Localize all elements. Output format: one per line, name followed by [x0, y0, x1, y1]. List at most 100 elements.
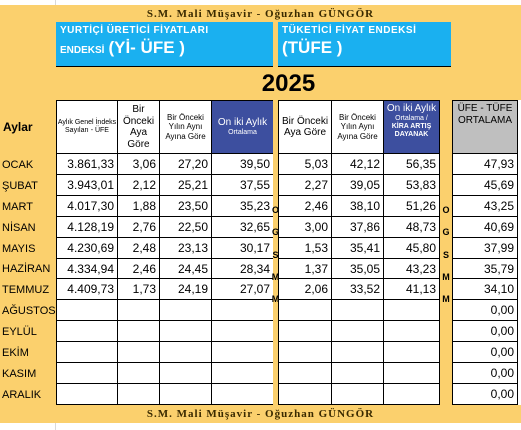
table-cell-tufe-yoy[interactable]: 33,52 — [331, 279, 383, 300]
table-cell-tufe-12m[interactable]: 41,13 — [383, 279, 440, 300]
table-cell-tufe-12m[interactable]: 43,23 — [383, 259, 440, 279]
table-cell-tufe-12m[interactable]: 51,26 — [383, 196, 440, 217]
table-cell-tufe-mom[interactable]: 2,46 — [278, 196, 331, 217]
table-cell-ufe-index[interactable]: 4.409,73 — [56, 279, 117, 300]
bottom-banner: S.M. Mali Müşavir - Oğuzhan GÜNGÖR — [0, 405, 521, 423]
table-cell-ufe-index[interactable] — [56, 384, 117, 405]
table-cell-ufe-index[interactable] — [56, 300, 117, 321]
table-cell-avg[interactable]: 47,93 — [452, 154, 518, 175]
table-cell-ufe-index[interactable]: 4.017,30 — [56, 196, 117, 217]
table-cell-avg[interactable]: 45,69 — [452, 175, 518, 196]
table-cell-avg[interactable]: 0,00 — [452, 300, 518, 321]
table-cell-ufe-index[interactable] — [56, 342, 117, 363]
table-cell-avg[interactable]: 35,79 — [452, 259, 518, 279]
table-cell-ufe-yoy[interactable]: 27,20 — [159, 154, 211, 175]
table-cell-tufe-mom[interactable]: 2,27 — [278, 175, 331, 196]
table-cell-tufe-12m[interactable]: 56,35 — [383, 154, 440, 175]
table-cell-ufe-yoy[interactable]: 25,21 — [159, 175, 211, 196]
table-cell-tufe-yoy[interactable] — [331, 321, 383, 342]
table-cell-ufe-12m[interactable]: 32,65 — [211, 217, 273, 238]
table-cell-tufe-12m[interactable] — [383, 384, 440, 405]
table-cell-tufe-mom[interactable]: 5,03 — [278, 154, 331, 175]
table-cell-tufe-yoy[interactable]: 42,12 — [331, 154, 383, 175]
table-cell-tufe-yoy[interactable]: 37,86 — [331, 217, 383, 238]
table-cell-tufe-12m[interactable]: 53,83 — [383, 175, 440, 196]
table-cell-tufe-mom[interactable] — [278, 321, 331, 342]
table-cell-ufe-mom[interactable]: 2,76 — [117, 217, 159, 238]
table-cell-ufe-yoy[interactable]: 22,50 — [159, 217, 211, 238]
table-cell-ufe-yoy[interactable]: 23,50 — [159, 196, 211, 217]
table-cell-ufe-yoy[interactable]: 24,45 — [159, 259, 211, 279]
table-cell-avg[interactable]: 0,00 — [452, 321, 518, 342]
table-cell-tufe-mom[interactable] — [278, 384, 331, 405]
table-cell-avg[interactable]: 0,00 — [452, 384, 518, 405]
table-cell-ufe-yoy[interactable] — [159, 321, 211, 342]
table-cell-avg[interactable]: 0,00 — [452, 342, 518, 363]
table-cell-tufe-yoy[interactable] — [331, 384, 383, 405]
table-cell-ufe-12m[interactable] — [211, 342, 273, 363]
ogsm-letter: O — [272, 203, 280, 217]
table-cell-ufe-mom[interactable] — [117, 321, 159, 342]
table-cell-ufe-12m[interactable] — [211, 321, 273, 342]
table-cell-tufe-mom[interactable] — [278, 342, 331, 363]
table-cell-tufe-yoy[interactable] — [331, 342, 383, 363]
table-cell-tufe-yoy[interactable]: 35,41 — [331, 238, 383, 259]
table-cell-tufe-yoy[interactable]: 38,10 — [331, 196, 383, 217]
table-cell-ufe-index[interactable]: 4.230,69 — [56, 238, 117, 259]
table-cell-avg[interactable]: 40,69 — [452, 217, 518, 238]
table-cell-tufe-12m[interactable]: 48,73 — [383, 217, 440, 238]
table-cell-ufe-index[interactable]: 4.334,94 — [56, 259, 117, 279]
table-cell-ufe-index[interactable]: 4.128,19 — [56, 217, 117, 238]
table-cell-ufe-12m[interactable] — [211, 384, 273, 405]
table-cell-tufe-12m[interactable] — [383, 342, 440, 363]
table-cell-ufe-12m[interactable]: 39,50 — [211, 154, 273, 175]
month-label: NİSAN — [0, 217, 56, 238]
table-cell-tufe-12m[interactable]: 45,80 — [383, 238, 440, 259]
table-cell-tufe-mom[interactable]: 2,06 — [278, 279, 331, 300]
table-cell-tufe-mom[interactable] — [278, 300, 331, 321]
table-cell-ufe-mom[interactable] — [117, 300, 159, 321]
table-cell-ufe-12m[interactable]: 37,55 — [211, 175, 273, 196]
table-cell-ufe-mom[interactable]: 1,73 — [117, 279, 159, 300]
table-cell-ufe-12m[interactable]: 27,07 — [211, 279, 273, 300]
year-title: 2025 — [261, 69, 316, 97]
table-cell-ufe-mom[interactable] — [117, 342, 159, 363]
table-cell-tufe-yoy[interactable] — [331, 300, 383, 321]
table-cell-tufe-yoy[interactable]: 35,05 — [331, 259, 383, 279]
table-cell-ufe-12m[interactable]: 30,17 — [211, 238, 273, 259]
table-cell-avg[interactable]: 34,10 — [452, 279, 518, 300]
table-cell-ufe-index[interactable] — [56, 363, 117, 384]
table-cell-ufe-12m[interactable]: 35,23 — [211, 196, 273, 217]
table-cell-tufe-mom[interactable] — [278, 363, 331, 384]
table-cell-ufe-12m[interactable] — [211, 300, 273, 321]
table-cell-ufe-mom[interactable]: 1,88 — [117, 196, 159, 217]
table-cell-tufe-mom[interactable]: 1,53 — [278, 238, 331, 259]
table-cell-ufe-mom[interactable]: 2,46 — [117, 259, 159, 279]
table-cell-ufe-mom[interactable]: 3,06 — [117, 154, 159, 175]
table-cell-tufe-mom[interactable]: 1,37 — [278, 259, 331, 279]
table-cell-tufe-12m[interactable] — [383, 321, 440, 342]
table-cell-ufe-12m[interactable] — [211, 363, 273, 384]
table-cell-ufe-index[interactable]: 3.861,33 — [56, 154, 117, 175]
table-cell-tufe-12m[interactable] — [383, 363, 440, 384]
table-cell-ufe-mom[interactable]: 2,48 — [117, 238, 159, 259]
table-cell-ufe-index[interactable]: 3.943,01 — [56, 175, 117, 196]
table-cell-ufe-mom[interactable] — [117, 384, 159, 405]
table-cell-ufe-yoy[interactable] — [159, 363, 211, 384]
table-cell-ufe-yoy[interactable]: 23,13 — [159, 238, 211, 259]
table-cell-tufe-yoy[interactable]: 39,05 — [331, 175, 383, 196]
table-cell-avg[interactable]: 0,00 — [452, 363, 518, 384]
table-cell-avg[interactable]: 37,99 — [452, 238, 518, 259]
table-cell-ufe-index[interactable] — [56, 321, 117, 342]
table-cell-tufe-yoy[interactable] — [331, 363, 383, 384]
table-cell-avg[interactable]: 43,25 — [452, 196, 518, 217]
table-cell-tufe-12m[interactable] — [383, 300, 440, 321]
table-cell-ufe-yoy[interactable]: 24,19 — [159, 279, 211, 300]
table-cell-ufe-mom[interactable]: 2,12 — [117, 175, 159, 196]
table-cell-ufe-yoy[interactable] — [159, 300, 211, 321]
table-cell-ufe-mom[interactable] — [117, 363, 159, 384]
table-cell-ufe-yoy[interactable] — [159, 384, 211, 405]
table-cell-ufe-yoy[interactable] — [159, 342, 211, 363]
table-cell-tufe-mom[interactable]: 3,00 — [278, 217, 331, 238]
table-cell-ufe-12m[interactable]: 28,34 — [211, 259, 273, 279]
